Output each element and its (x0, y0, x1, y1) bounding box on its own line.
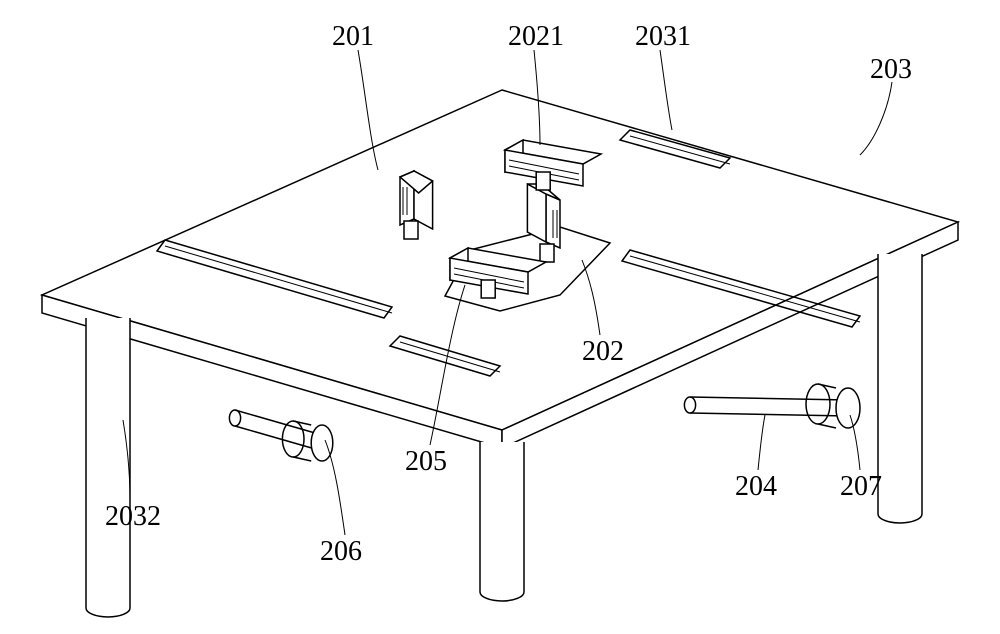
label-2032: 2032 (105, 501, 161, 532)
label-201: 201 (332, 21, 374, 52)
label-206: 206 (320, 536, 362, 567)
drawing-layer (42, 90, 958, 617)
label-2021: 2021 (508, 21, 564, 52)
label-203: 203 (870, 54, 912, 85)
patent-figure: 201 2021 2031 203 202 205 2032 206 204 207 (0, 0, 1000, 634)
label-202: 202 (582, 336, 624, 367)
label-205: 205 (405, 446, 447, 477)
label-204: 204 (735, 471, 777, 502)
label-2031: 2031 (635, 21, 691, 52)
label-207: 207 (840, 471, 882, 502)
